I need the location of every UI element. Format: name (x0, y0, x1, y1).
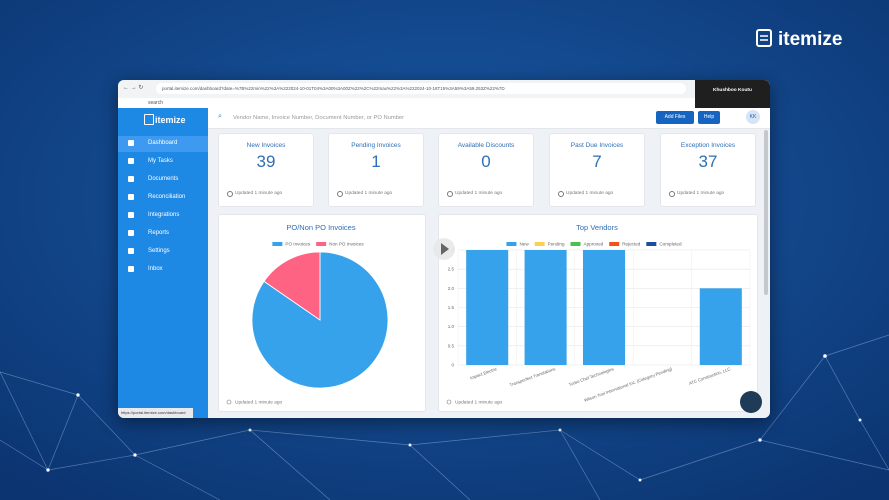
card-title: Available Discounts (457, 142, 515, 149)
add-files-button[interactable]: Add Files (656, 111, 694, 124)
card-value: 39 (256, 152, 276, 171)
sidebar: itemize https://portal.itemize.com/dashb… (118, 108, 208, 418)
nav-label: Inbox (148, 266, 163, 272)
nav-item[interactable]: Settings (118, 244, 208, 260)
stat-card: Pending Invoices 1 Updated 1 minute ago (328, 133, 424, 207)
refresh-icon (558, 191, 564, 197)
help-button[interactable]: Help (698, 111, 720, 124)
nav-item[interactable]: Documents (118, 172, 208, 188)
brand-icon (756, 29, 772, 47)
sidebar-logo: itemize (155, 115, 186, 125)
url-field[interactable]: portal.itemize.com/dashboard?date=%7B%22… (156, 83, 686, 94)
stat-card: Exception Invoices 37 Updated 1 minute ago (660, 133, 756, 207)
card-updated: Updated 1 minute ago (345, 191, 393, 196)
card-updated: Updated 1 minute ago (566, 191, 614, 196)
pie-panel (218, 214, 426, 412)
avatar-initials: KK (749, 114, 757, 120)
nav-label: Reports (148, 230, 170, 236)
nav-icon (128, 158, 134, 164)
nav-item[interactable]: My Tasks (118, 154, 208, 170)
status-url: https://portal.itemize.com/dashboard (121, 410, 186, 415)
browser-window: ← → ↻ portal.itemize.com/dashboard?date=… (118, 80, 770, 418)
stat-card: Past Due Invoices 7 Updated 1 minute ago (549, 133, 645, 207)
card-value: 1 (371, 152, 381, 171)
card-title: New Invoices (246, 142, 286, 149)
nav-item[interactable]: Inbox (118, 262, 208, 278)
nav-label: Dashboard (148, 140, 178, 146)
user-area: Khushboo Koutu (695, 80, 770, 108)
card-updated: Updated 1 minute ago (677, 191, 725, 196)
nav-icon (128, 266, 134, 272)
nav-icon (128, 176, 134, 182)
add-files-label: Add Files (664, 114, 686, 120)
card-title: Past Due Invoices (570, 142, 624, 149)
nav-label: Documents (148, 176, 179, 182)
card-updated: Updated 1 minute ago (455, 191, 503, 196)
scrollbar (764, 130, 768, 295)
card-title: Exception Invoices (680, 142, 736, 149)
search-icon: ⌕ (218, 113, 222, 120)
nav-item[interactable]: Reconciliation (118, 190, 208, 206)
address-bar: ← → ↻ portal.itemize.com/dashboard?date=… (118, 80, 770, 98)
bar-panel (438, 214, 758, 412)
nav-item[interactable]: Dashboard (118, 136, 208, 152)
bookmark[interactable]: search (148, 100, 164, 106)
nav-item[interactable]: Integrations (118, 208, 208, 224)
nav-icon (128, 140, 134, 146)
nav-label: Integrations (148, 212, 180, 218)
nav-icon (128, 230, 134, 236)
avatar[interactable]: KK (746, 110, 760, 124)
search-input[interactable]: Vendor Name, Invoice Number, Document Nu… (233, 115, 405, 121)
network-lines (0, 334, 889, 500)
help-label: Help (703, 114, 715, 120)
refresh-icon (447, 191, 453, 197)
refresh-icon (227, 191, 233, 197)
nav-icon (128, 248, 134, 254)
user-name: Khushboo Koutu (713, 88, 752, 93)
refresh-icon (337, 191, 343, 197)
chat-button[interactable] (740, 391, 762, 413)
url: portal.itemize.com/dashboard?date=%7B%22… (162, 86, 505, 91)
nav-label: Settings (148, 248, 170, 254)
card-value: 0 (481, 152, 491, 171)
nav-label: My Tasks (148, 158, 173, 164)
card-updated: Updated 1 minute ago (235, 191, 283, 196)
nav-label: Reconciliation (148, 194, 186, 200)
nav-icon (128, 212, 134, 218)
card-value: 7 (592, 152, 602, 171)
card-title: Pending Invoices (351, 142, 401, 149)
top-bar: ⌕ Vendor Name, Invoice Number, Document … (208, 108, 770, 129)
stat-card: New Invoices 39 Updated 1 minute ago (218, 133, 314, 207)
card-value: 37 (698, 152, 718, 171)
brand-logo: itemize (778, 29, 842, 50)
nav-buttons[interactable]: ← → ↻ (123, 85, 144, 91)
refresh-icon (669, 191, 675, 197)
nav-item[interactable]: Reports (118, 226, 208, 242)
nav-icon (128, 194, 134, 200)
status-bar: https://portal.itemize.com/dashboard (118, 408, 193, 418)
stat-card: Available Discounts 0 Updated 1 minute ago (438, 133, 534, 207)
